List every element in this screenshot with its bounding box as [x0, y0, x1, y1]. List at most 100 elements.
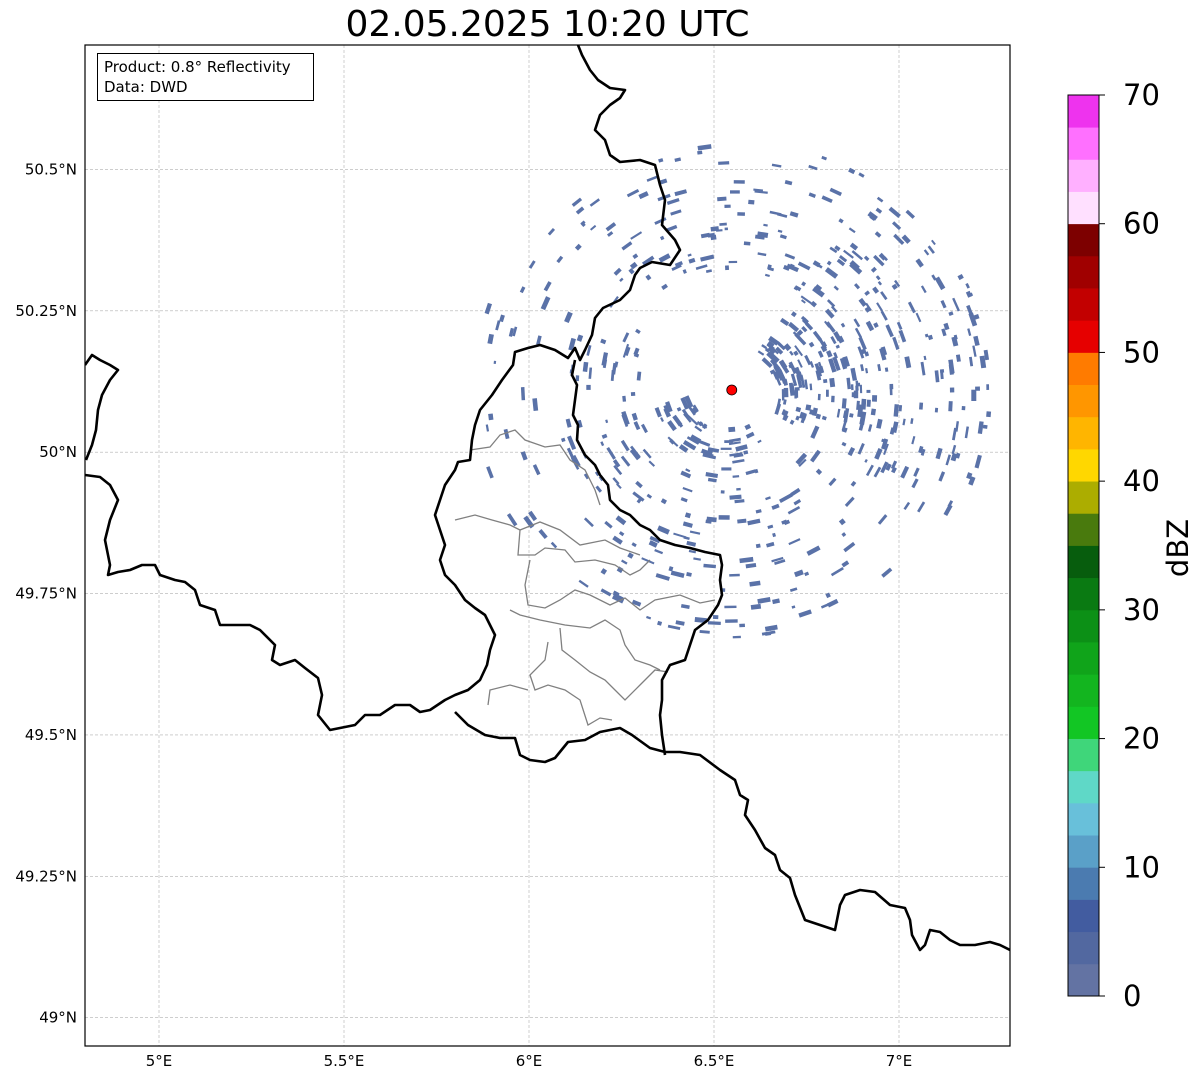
echo-cell: [910, 418, 914, 425]
colorbar-swatch: [1068, 255, 1099, 289]
echo-cell: [777, 368, 787, 382]
echo-cell: [833, 352, 838, 359]
echo-cell: [804, 354, 812, 366]
echo-cell: [825, 321, 836, 333]
echo-cell: [586, 345, 592, 356]
echo-cell: [776, 341, 786, 351]
echo-cell: [702, 453, 717, 460]
echo-cell: [789, 587, 798, 592]
echo-cell: [877, 281, 883, 286]
echo-cell: [846, 377, 851, 390]
echo-cell: [920, 361, 926, 376]
echo-cell: [767, 524, 774, 529]
echo-cell: [957, 274, 964, 281]
echo-cell: [750, 603, 762, 610]
echo-cell: [892, 336, 900, 350]
echo-cell: [808, 164, 818, 171]
echo-cell: [864, 351, 870, 357]
echo-cell: [616, 566, 624, 574]
echo-cell: [877, 364, 882, 372]
echo-cell: [633, 421, 641, 431]
echo-cell: [636, 498, 642, 504]
colorbar-swatch: [1068, 642, 1099, 675]
echo-cell: [798, 609, 812, 618]
echo-cell: [761, 357, 773, 369]
echo-cell: [876, 418, 883, 429]
echo-cell: [646, 175, 658, 182]
echo-cell: [724, 227, 728, 231]
echo-cell: [729, 573, 740, 577]
colorbar-tick-label: 0: [1123, 979, 1141, 1013]
echo-cell: [622, 395, 627, 402]
echo-cell: [538, 529, 548, 540]
echo-cell: [728, 260, 738, 264]
echo-cell: [590, 224, 597, 231]
echo-cell: [848, 167, 856, 175]
echo-cell: [821, 415, 827, 421]
echo-cell: [729, 494, 742, 500]
echo-cell: [705, 269, 713, 273]
echo-cell: [675, 620, 685, 626]
echo-cell: [771, 503, 780, 510]
echo-cell: [700, 448, 709, 456]
echo-cell: [927, 334, 933, 341]
colorbar-tick-label: 40: [1123, 464, 1160, 498]
echo-cell: [547, 227, 556, 236]
colorbar-swatch: [1068, 738, 1099, 772]
echo-cell: [753, 188, 764, 192]
echo-cell: [685, 468, 691, 473]
colorbar-swatch: [1068, 159, 1099, 192]
echo-cell: [825, 308, 835, 319]
echo-cell: [769, 358, 781, 371]
echo-cell: [795, 406, 802, 413]
echo-cell: [901, 234, 911, 244]
echo-cell: [757, 252, 767, 257]
echo-cell: [757, 596, 771, 604]
echo-cell: [864, 306, 872, 313]
echo-cell: [744, 423, 752, 431]
echo-cell: [802, 413, 807, 421]
echo-cell: [493, 360, 497, 364]
echo-cell: [844, 496, 855, 507]
echo-cell: [784, 180, 793, 186]
colorbar-swatch: [1068, 513, 1099, 546]
echo-cell: [761, 344, 768, 350]
echo-cell: [613, 590, 620, 596]
echo-cell: [648, 540, 658, 548]
echo-cell: [660, 417, 664, 423]
echo-cell: [615, 515, 627, 526]
echo-cell: [582, 361, 589, 372]
echo-cell: [712, 615, 719, 620]
echo-cell: [674, 261, 683, 268]
echo-cell: [948, 311, 954, 316]
y-tick-label: 49.5°N: [25, 726, 77, 744]
echo-cell: [745, 431, 755, 439]
echo-cell: [793, 499, 802, 506]
echo-cell: [612, 592, 624, 600]
echo-cell: [872, 286, 880, 294]
echo-cell: [983, 349, 990, 361]
echo-cell: [847, 446, 856, 457]
echo-cell: [915, 312, 922, 323]
echo-cell: [707, 621, 721, 626]
echo-cell: [866, 389, 871, 393]
echo-cell: [614, 361, 619, 368]
echo-cell: [934, 407, 939, 413]
echo-cell: [678, 444, 689, 453]
echo-cell: [849, 262, 863, 275]
echo-cell: [567, 435, 577, 450]
echo-cell: [875, 275, 881, 281]
echo-cell: [495, 320, 501, 331]
echo-cell: [880, 310, 888, 321]
echo-cell: [774, 559, 786, 566]
echo-cell: [684, 512, 692, 519]
y-tick-label: 50.5°N: [25, 160, 77, 178]
echo-cell: [613, 267, 622, 276]
echo-cell: [848, 227, 856, 234]
echo-cell: [686, 540, 697, 547]
echo-cell: [806, 545, 821, 556]
echo-cell: [745, 469, 757, 476]
echo-cell: [809, 409, 814, 415]
echo-cell: [589, 198, 600, 207]
